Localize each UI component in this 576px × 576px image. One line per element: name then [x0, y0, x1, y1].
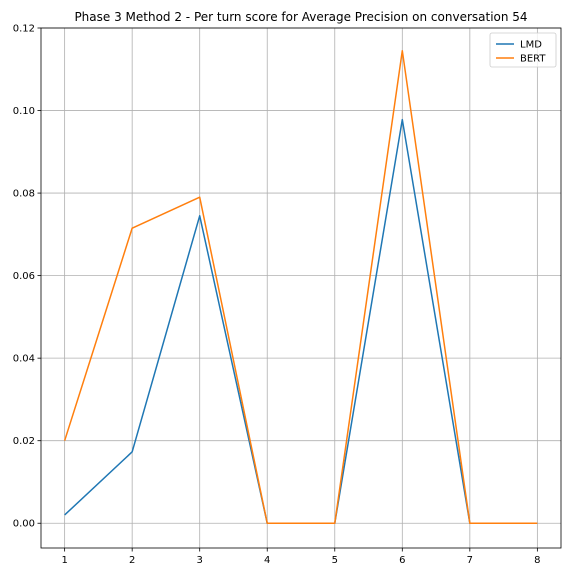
- series-line-bert: [63, 49, 538, 524]
- y-tick-label: 0.02: [13, 436, 35, 447]
- legend: LMD BERT: [489, 32, 557, 68]
- x-tick-label: 5: [332, 555, 338, 566]
- x-tick-label: 2: [129, 555, 135, 566]
- y-tick-label: 0.00: [13, 519, 35, 530]
- y-tick-label: 0.06: [13, 271, 35, 282]
- x-tick-label: 7: [467, 555, 473, 566]
- x-tick-label: 6: [399, 555, 405, 566]
- y-tick-label: 0.12: [13, 24, 35, 35]
- y-tick-label: 0.08: [13, 189, 35, 200]
- axis-ticks: 1 2 3 4 5 6 7 8 0.00 0.02 0.04 0.06 0.08 0.10 0.12: [13, 24, 541, 567]
- legend-label: LMD: [520, 40, 542, 51]
- legend-label: BERT: [520, 54, 546, 65]
- plot-frame: [40, 27, 562, 549]
- grid: [41, 27, 561, 548]
- x-tick-label: 3: [197, 555, 203, 566]
- x-tick-label: 1: [61, 555, 67, 566]
- series-line-lmd: [64, 118, 538, 524]
- x-tick-label: 4: [264, 555, 270, 566]
- x-tick-label: 8: [534, 555, 540, 566]
- chart-title: Phase 3 Method 2 - Per turn score for Av…: [74, 10, 527, 24]
- y-tick-label: 0.04: [13, 354, 35, 365]
- series-lines: [63, 49, 538, 524]
- y-tick-label: 0.10: [13, 106, 35, 117]
